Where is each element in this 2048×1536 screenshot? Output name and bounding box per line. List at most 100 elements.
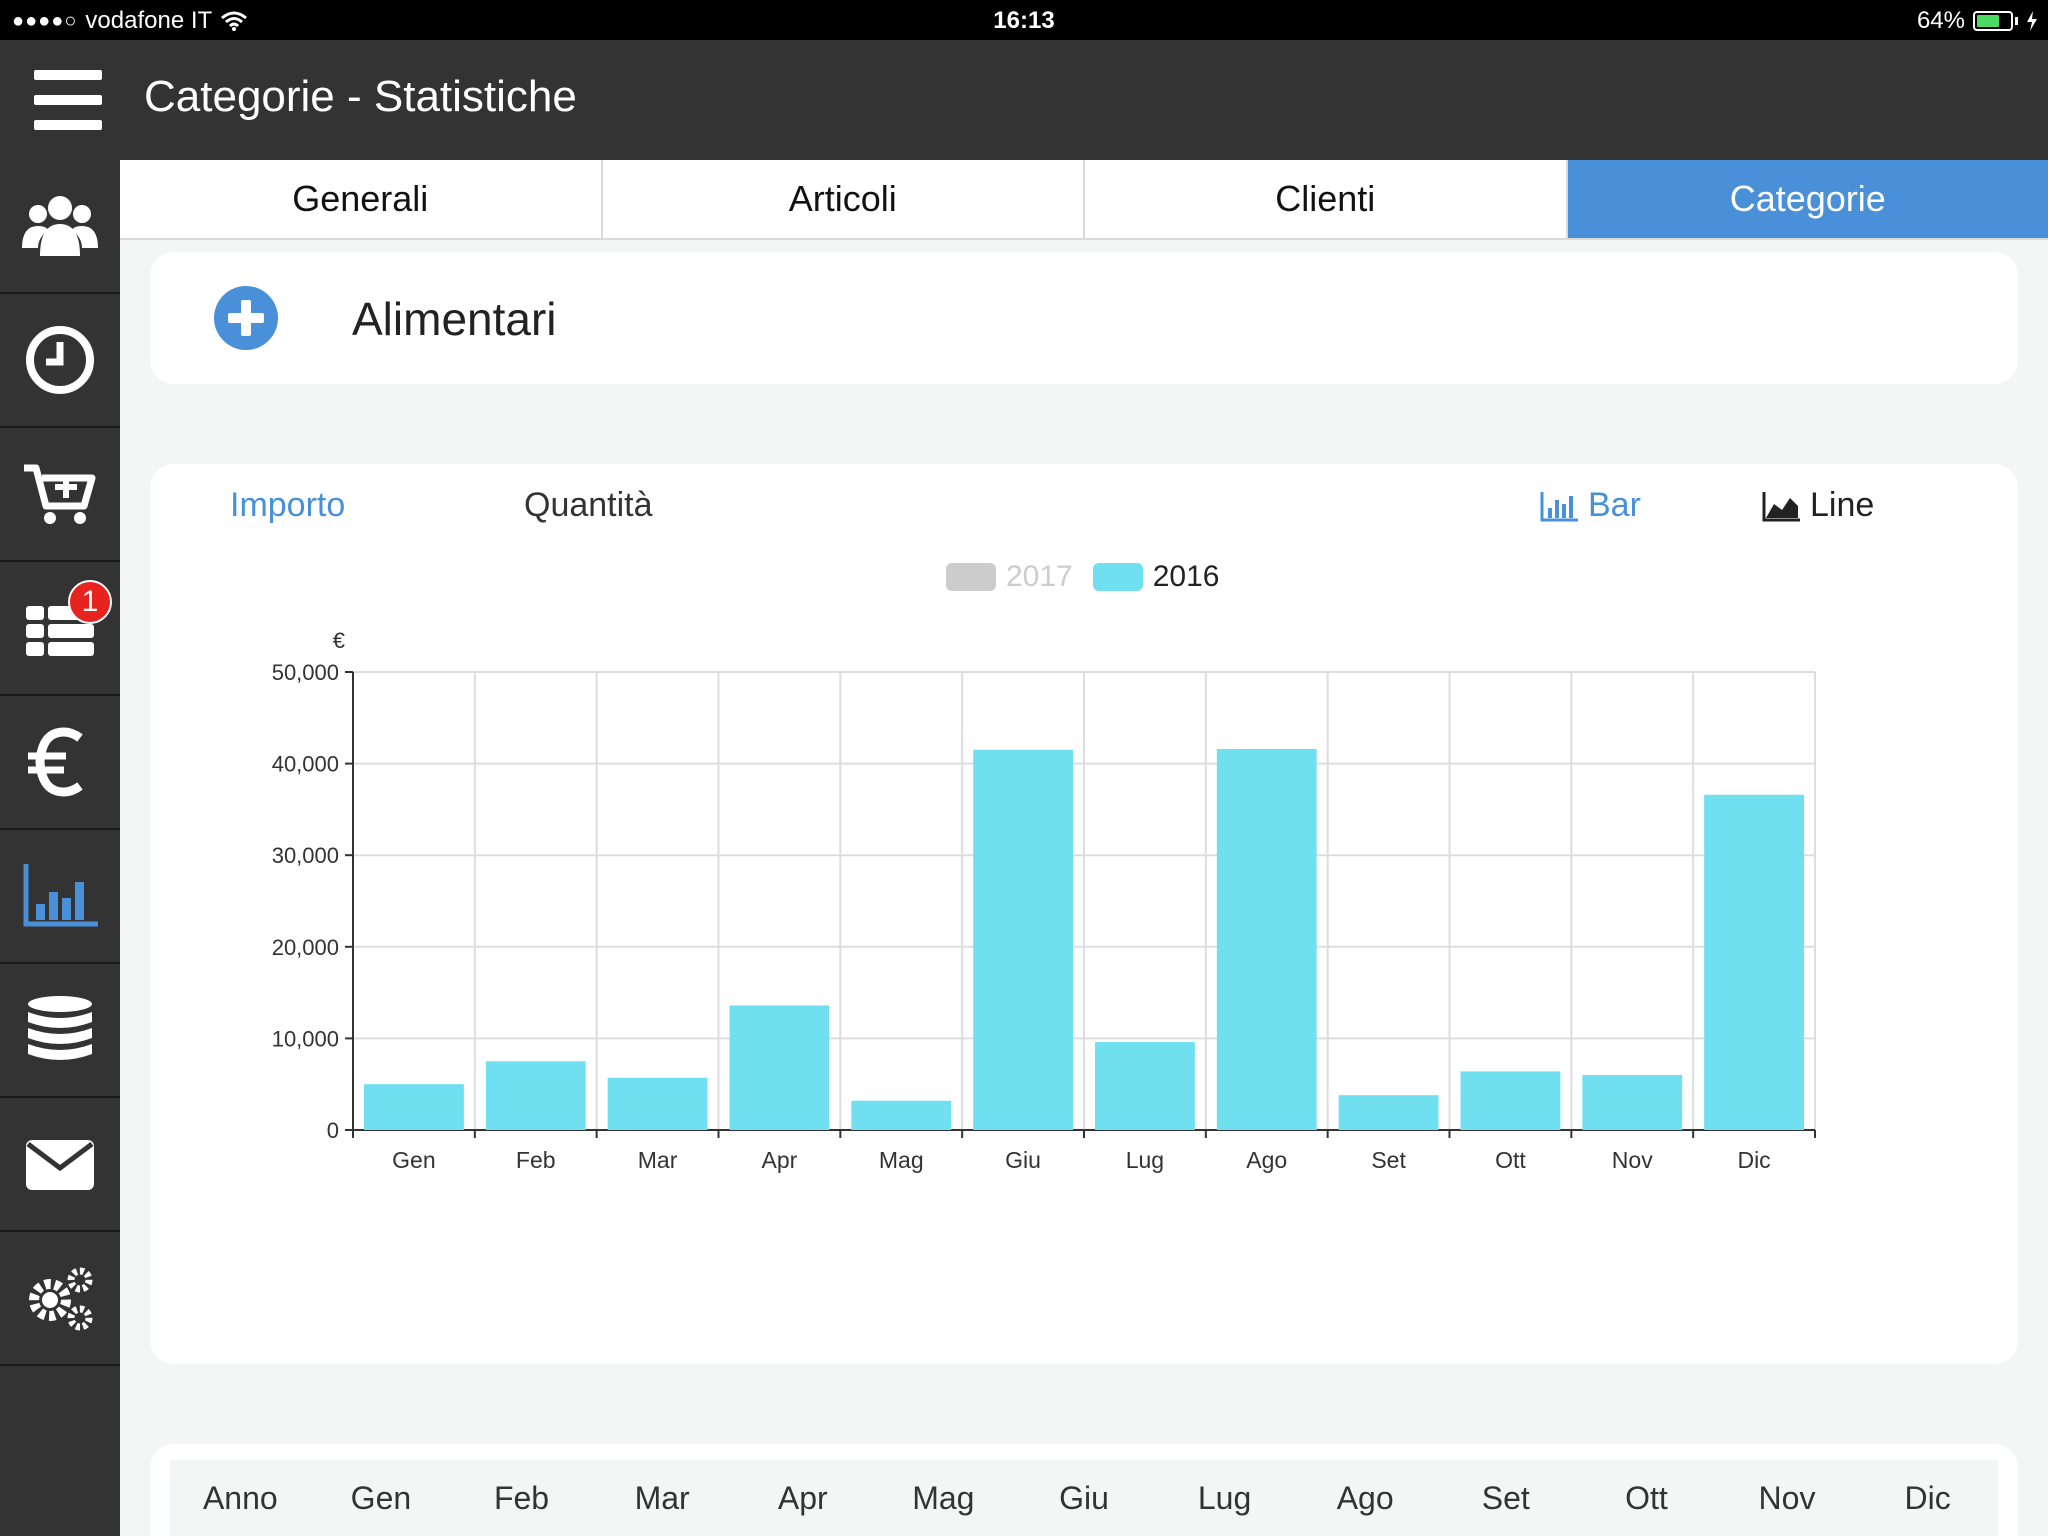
bar-lug <box>1095 1042 1195 1130</box>
bar-chart-icon <box>23 864 98 927</box>
table-header-cell: Lug <box>1197 1479 1252 1516</box>
carrier-name: vodafone IT <box>85 7 213 34</box>
add-category-button[interactable] <box>214 286 278 350</box>
y-tick-label: 50,000 <box>272 660 339 685</box>
monthly-table: Anno Gen Feb Mar Apr Mag Giu Lug Ago Set Ott Nov Dic <box>150 1444 2018 1536</box>
table-header-cell: Nov <box>1758 1479 1816 1516</box>
bar-chart-icon <box>1540 491 1578 521</box>
bar-feb <box>485 1061 586 1130</box>
table-header-cell: Anno <box>202 1479 278 1516</box>
y-tick-label: 0 <box>327 1118 339 1143</box>
table-header-row: Anno Gen Feb Mar Apr Mag Giu Lug Ago Set Ott Nov Dic <box>170 1460 1998 1536</box>
bar-apr <box>729 1005 830 1130</box>
table-header-cell: Giu <box>1059 1479 1109 1516</box>
tab-generali[interactable]: Generali <box>120 160 603 238</box>
metric-amount-toggle[interactable]: Importo <box>230 486 346 524</box>
table-header-cell: Gen <box>350 1479 412 1516</box>
x-tick-label: Set <box>1371 1147 1406 1173</box>
legend-item-2017[interactable]: 2017 <box>946 560 1073 594</box>
sidebar-item-statistics[interactable] <box>0 830 120 964</box>
table-header-cell: Apr <box>777 1479 828 1516</box>
euro-icon <box>28 727 83 797</box>
x-tick-label: Mar <box>638 1147 678 1173</box>
settings-icon <box>29 1267 93 1331</box>
sidebar: 1 <box>0 160 120 1536</box>
x-tick-label: Ago <box>1246 1147 1287 1173</box>
x-tick-label: Feb <box>516 1147 556 1173</box>
table-header-cell: Ott <box>1625 1479 1668 1516</box>
bar-ott <box>1460 1071 1561 1130</box>
table-header-cell: Ago <box>1336 1479 1394 1516</box>
notification-badge: 1 <box>68 580 112 624</box>
y-tick-label: 10,000 <box>272 1026 339 1051</box>
line-chart-label: Line <box>1810 486 1875 524</box>
x-tick-label: Nov <box>1612 1147 1653 1173</box>
category-card: Alimentari <box>150 252 2018 384</box>
chart-legend: 2017 2016 <box>946 560 1220 594</box>
table-header-cell: Mag <box>912 1479 975 1516</box>
charging-icon <box>2027 11 2037 31</box>
sidebar-item-orders-list[interactable]: 1 <box>0 562 120 696</box>
x-tick-label: Ott <box>1495 1147 1526 1173</box>
x-tick-label: Lug <box>1126 1147 1164 1173</box>
bar-gen <box>364 1084 464 1130</box>
bar-mag <box>851 1100 952 1130</box>
mail-icon <box>26 1140 94 1190</box>
signal-strength-icon: ●●●●○ <box>12 9 78 32</box>
sidebar-item-customers[interactable] <box>0 160 120 294</box>
hamburger-menu-icon[interactable] <box>34 70 102 130</box>
app-header: Categorie - Statistiche <box>0 40 2048 160</box>
legend-swatch <box>946 563 996 591</box>
sidebar-item-settings[interactable] <box>0 1232 120 1366</box>
cart-add-icon <box>24 464 96 524</box>
battery-icon <box>1973 11 2013 31</box>
y-tick-label: 20,000 <box>272 935 339 960</box>
clock-icon <box>26 326 94 394</box>
sidebar-item-payments[interactable] <box>0 696 120 830</box>
sidebar-item-messages[interactable] <box>0 1098 120 1232</box>
bar-chart-button[interactable]: Bar <box>1540 486 1641 525</box>
battery-status: 64% <box>1917 7 2038 35</box>
line-chart-button[interactable]: Line <box>1762 486 1874 525</box>
sidebar-item-new-order[interactable] <box>0 428 120 562</box>
database-icon <box>28 996 92 1060</box>
bar-nov <box>1582 1075 1683 1130</box>
sidebar-item-history[interactable] <box>0 294 120 428</box>
x-tick-label: Giu <box>1005 1147 1041 1173</box>
table-header-cell: Mar <box>634 1479 690 1516</box>
y-tick-label: 40,000 <box>272 752 339 777</box>
wifi-icon <box>221 11 248 31</box>
area-chart-icon <box>1762 491 1800 521</box>
carrier-info: ●●●●○ vodafone IT <box>12 7 248 35</box>
tab-articoli[interactable]: Articoli <box>603 160 1085 238</box>
status-time: 16:13 <box>993 7 1055 34</box>
category-name[interactable]: Alimentari <box>352 293 557 345</box>
legend-label: 2017 <box>1006 560 1073 593</box>
y-tick-label: 30,000 <box>272 843 339 868</box>
page-title: Categorie - Statistiche <box>144 72 577 121</box>
tab-clienti[interactable]: Clienti <box>1085 160 1568 238</box>
bar-ago <box>1216 748 1317 1130</box>
tab-categorie[interactable]: Categorie <box>1567 160 2048 238</box>
table-header-cell: Set <box>1481 1479 1530 1516</box>
x-tick-label: Apr <box>762 1147 798 1173</box>
legend-swatch <box>1092 563 1143 591</box>
bar-giu <box>973 749 1073 1130</box>
legend-label: 2016 <box>1152 560 1220 593</box>
x-tick-label: Dic <box>1737 1147 1770 1173</box>
metric-quantity-toggle[interactable]: Quantità <box>524 486 653 524</box>
users-icon <box>22 196 98 256</box>
chart-card: Importo Quantità Bar Line 2017 2016 0 10,… <box>150 464 2018 1364</box>
bar-dic <box>1704 794 1804 1130</box>
sidebar-item-database[interactable] <box>0 964 120 1098</box>
battery-percentage: 64% <box>1916 7 1965 34</box>
x-tick-label: Gen <box>392 1147 435 1173</box>
x-tick-label: Mag <box>879 1147 924 1173</box>
table-header-cell: Dic <box>1904 1479 1951 1516</box>
legend-item-2016[interactable]: 2016 <box>1092 560 1220 594</box>
bar-chart-label: Bar <box>1588 486 1641 524</box>
bar-chart: 0 10,000 20,000 30,000 40,000 50,000 € Gen Feb Ma… <box>272 628 1816 1173</box>
status-bar: ●●●●○ vodafone IT 16:13 64% <box>0 0 2048 40</box>
stats-tabs: Generali Articoli Clienti Categorie <box>120 160 2048 240</box>
y-axis-label: € <box>333 628 345 653</box>
